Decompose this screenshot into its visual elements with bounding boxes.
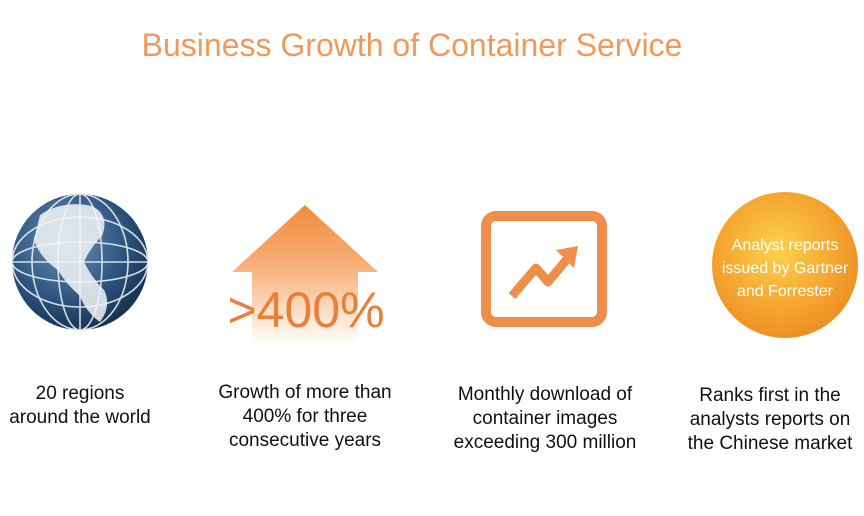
chart-icon [481,211,607,327]
badge-line: issued by Gartner [722,260,849,277]
caption-line: Growth of more than [218,382,391,403]
globe-icon [11,193,149,331]
caption-line: analysts reports on [690,409,851,430]
caption-line: the Chinese market [688,433,853,454]
growth-badge: >400% [227,282,384,338]
caption-line: 400% for three [243,406,368,427]
caption-line: exceeding 300 million [454,432,637,453]
title: Business Growth of Container Service [142,27,683,63]
analyst-badge: Analyst reports issued by Gartner and Fo… [712,192,858,338]
caption-line: container images [473,408,618,429]
caption-line: Monthly download of [458,384,633,405]
caption-line: consecutive years [229,430,381,451]
badge-line: Analyst reports [732,237,839,254]
caption-line: around the world [9,407,151,428]
badge-line: and Forrester [737,283,834,300]
caption-line: 20 regions [36,383,125,404]
growth-arrow-icon [232,205,378,345]
captions: 20 regions around the world Growth of more… [9,382,853,454]
caption-line: Ranks first in the [699,385,841,406]
